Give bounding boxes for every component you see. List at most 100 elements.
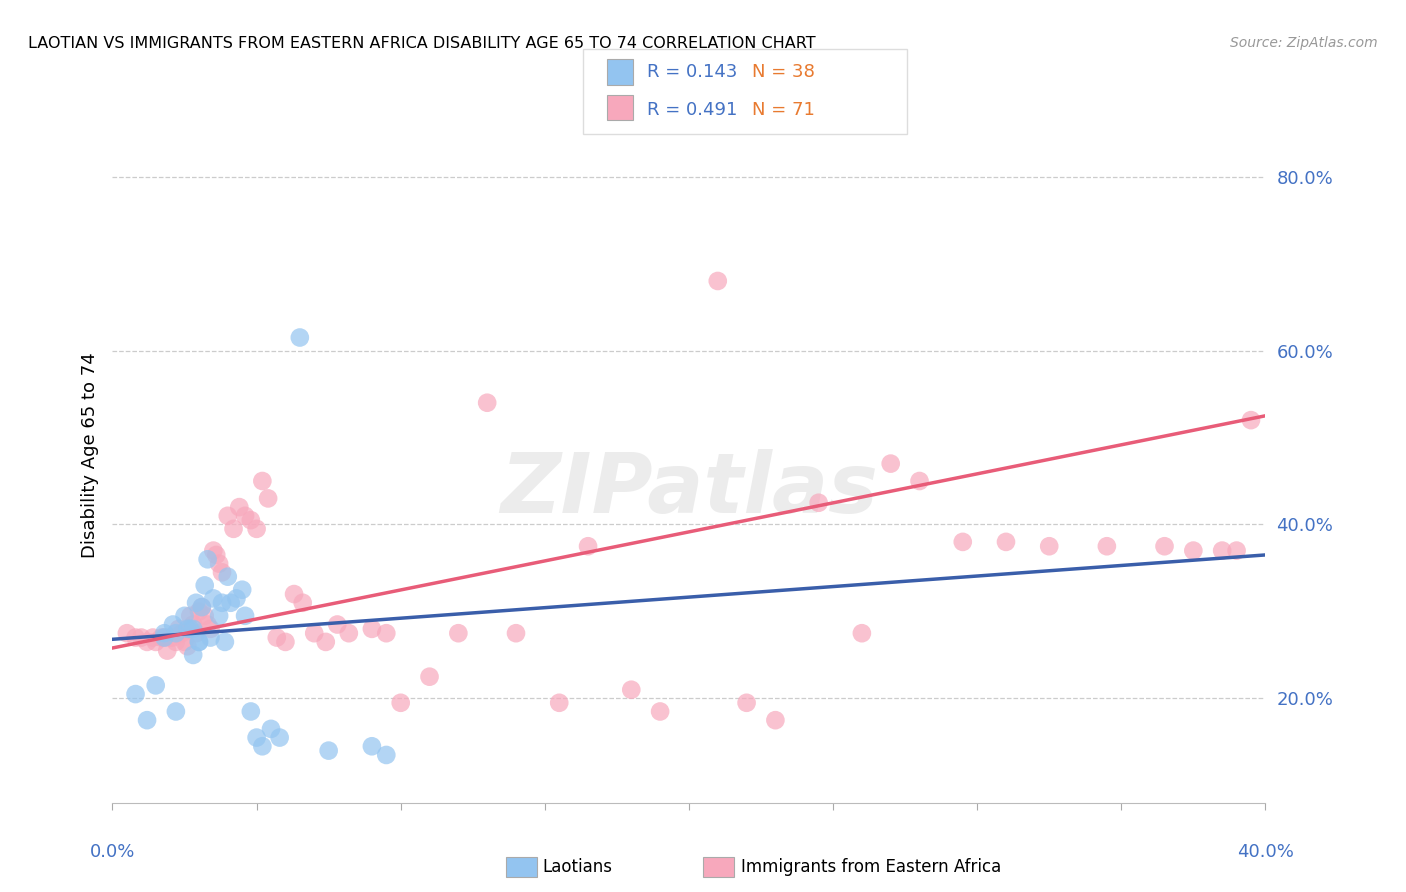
Point <box>124 631 146 645</box>
Point <box>176 622 198 636</box>
Point <box>153 631 176 645</box>
Point <box>1226 543 1249 558</box>
Point <box>851 626 873 640</box>
Text: LAOTIAN VS IMMIGRANTS FROM EASTERN AFRICA DISABILITY AGE 65 TO 74 CORRELATION CH: LAOTIAN VS IMMIGRANTS FROM EASTERN AFRIC… <box>28 36 815 51</box>
Point <box>375 747 398 762</box>
Point <box>239 705 262 719</box>
Point <box>475 395 499 409</box>
Point <box>807 496 830 510</box>
Point <box>995 534 1018 549</box>
Point <box>246 731 269 745</box>
Point <box>167 622 190 636</box>
Point <box>1240 413 1263 427</box>
Point <box>184 596 207 610</box>
Point <box>188 635 211 649</box>
Point <box>200 622 222 636</box>
Point <box>225 591 247 606</box>
Point <box>145 635 167 649</box>
Point <box>208 608 231 623</box>
Text: 0.0%: 0.0% <box>90 843 135 861</box>
Point <box>194 608 217 623</box>
Point <box>214 635 236 649</box>
Point <box>283 587 305 601</box>
Point <box>217 570 239 584</box>
Point <box>136 635 159 649</box>
Point <box>318 744 340 758</box>
Point <box>260 722 283 736</box>
Point <box>707 274 730 288</box>
Text: Source: ZipAtlas.com: Source: ZipAtlas.com <box>1230 36 1378 50</box>
Point <box>184 626 207 640</box>
Point <box>176 639 198 653</box>
Point <box>360 622 382 636</box>
Point <box>239 513 262 527</box>
Point <box>165 635 187 649</box>
Point <box>191 600 214 615</box>
Point <box>191 600 214 615</box>
Point <box>179 622 201 636</box>
Point <box>228 500 250 514</box>
Text: Immigrants from Eastern Africa: Immigrants from Eastern Africa <box>741 858 1001 876</box>
Point <box>200 631 222 645</box>
Point <box>211 566 233 580</box>
Point <box>304 626 326 640</box>
Y-axis label: Disability Age 65 to 74: Disability Age 65 to 74 <box>80 352 98 558</box>
Point <box>360 739 382 754</box>
Point <box>188 635 211 649</box>
Point <box>1153 539 1175 553</box>
Text: 40.0%: 40.0% <box>1237 843 1294 861</box>
Point <box>576 539 599 553</box>
Point <box>735 696 758 710</box>
Point <box>419 670 441 684</box>
Point <box>620 682 643 697</box>
Point <box>150 631 173 645</box>
Point <box>326 617 349 632</box>
Text: R = 0.491: R = 0.491 <box>647 101 737 119</box>
Point <box>181 648 204 662</box>
Point <box>153 631 176 645</box>
Point <box>252 739 274 754</box>
Point <box>447 626 470 640</box>
Text: R = 0.143: R = 0.143 <box>647 63 737 81</box>
Point <box>505 626 527 640</box>
Point <box>202 591 225 606</box>
Point <box>136 713 159 727</box>
Point <box>205 548 228 562</box>
Point <box>375 626 398 640</box>
Text: N = 38: N = 38 <box>752 63 815 81</box>
Point <box>257 491 280 506</box>
Point <box>202 543 225 558</box>
Point <box>115 626 138 640</box>
Point <box>208 557 231 571</box>
Point <box>179 608 201 623</box>
Point <box>1038 539 1060 553</box>
Point <box>159 631 181 645</box>
Point <box>1095 539 1118 553</box>
Point <box>246 522 269 536</box>
Point <box>153 626 176 640</box>
Point <box>880 457 903 471</box>
Point <box>181 617 204 632</box>
Point <box>194 578 217 592</box>
Point <box>170 626 193 640</box>
Point <box>181 622 204 636</box>
Point <box>650 705 672 719</box>
Point <box>129 631 153 645</box>
Text: N = 71: N = 71 <box>752 101 815 119</box>
Point <box>389 696 412 710</box>
Text: ZIPatlas: ZIPatlas <box>501 450 877 530</box>
Point <box>337 626 360 640</box>
Point <box>765 713 787 727</box>
Point <box>124 687 146 701</box>
Point <box>233 508 256 523</box>
Point <box>162 631 184 645</box>
Point <box>197 552 219 566</box>
Point <box>274 635 297 649</box>
Point <box>219 596 242 610</box>
Point <box>291 596 314 610</box>
Point <box>233 608 256 623</box>
Point <box>908 474 931 488</box>
Point <box>173 608 195 623</box>
Point <box>156 643 179 657</box>
Point <box>145 678 167 692</box>
